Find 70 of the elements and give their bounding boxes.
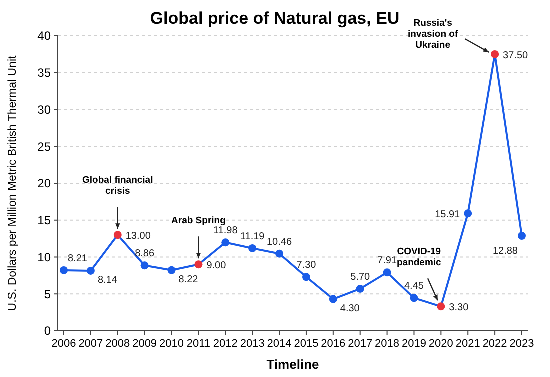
x-tick-label: 2010 bbox=[160, 338, 184, 350]
data-label: 8.21 bbox=[68, 253, 88, 264]
x-tick-label: 2009 bbox=[132, 338, 158, 350]
x-tick-label: 2018 bbox=[375, 338, 400, 350]
point bbox=[464, 210, 472, 218]
point bbox=[248, 244, 257, 252]
y-tick-label: 0 bbox=[44, 324, 52, 338]
data-label: 5.70 bbox=[350, 272, 371, 283]
point bbox=[410, 294, 418, 302]
y-tick-label: 20 bbox=[38, 176, 52, 191]
data-label: 11.98 bbox=[214, 226, 238, 237]
point bbox=[491, 50, 500, 58]
point bbox=[194, 260, 203, 269]
data-label: 7.30 bbox=[296, 260, 317, 272]
x-tick-label: 2020 bbox=[428, 338, 454, 350]
y-tick-label: 25 bbox=[38, 140, 52, 154]
point bbox=[140, 262, 149, 270]
y-tick-label: 30 bbox=[38, 102, 52, 117]
x-axis-title: Timeline bbox=[266, 357, 320, 372]
x-tick-label: 2023 bbox=[510, 338, 534, 350]
y-tick-label: 35 bbox=[38, 66, 52, 80]
data-label: 11.19 bbox=[240, 231, 266, 242]
point bbox=[302, 273, 310, 282]
point bbox=[114, 231, 122, 240]
y-tick-label: 10 bbox=[38, 250, 52, 264]
data-label: 10.46 bbox=[267, 236, 292, 248]
data-label: 12.88 bbox=[492, 246, 518, 258]
x-tick-label: 2008 bbox=[106, 338, 130, 350]
data-label: 3.30 bbox=[449, 302, 470, 314]
point bbox=[168, 266, 176, 274]
data-label: 8.86 bbox=[135, 248, 155, 260]
point bbox=[60, 266, 68, 274]
data-label: 4.30 bbox=[340, 303, 360, 314]
y-tick-label: 5 bbox=[44, 287, 52, 302]
x-tick-label: 2006 bbox=[52, 338, 76, 350]
data-label: 37.50 bbox=[503, 50, 529, 62]
data-label: 15.91 bbox=[435, 210, 461, 221]
data-label: 8.14 bbox=[98, 274, 118, 286]
annotation: Russia's invasion of Ukraine bbox=[408, 18, 459, 51]
point bbox=[222, 238, 230, 247]
point bbox=[329, 295, 338, 304]
annotation: Global financial crisis bbox=[82, 175, 154, 198]
x-tick-label: 2007 bbox=[78, 338, 104, 350]
x-tick-label: 2013 bbox=[240, 338, 265, 350]
point bbox=[437, 302, 446, 311]
x-tick-label: 2021 bbox=[456, 338, 480, 350]
point bbox=[86, 266, 95, 275]
data-label: 7.91 bbox=[378, 256, 398, 267]
point bbox=[383, 268, 392, 277]
annotation: COVID-19 pandemic bbox=[396, 246, 442, 269]
x-tick-label: 2016 bbox=[321, 338, 346, 350]
x-tick-label: 2011 bbox=[186, 338, 211, 350]
data-label: 13.00 bbox=[126, 231, 152, 242]
y-tick-label: 15 bbox=[38, 214, 52, 228]
x-tick-label: 2017 bbox=[348, 338, 373, 350]
data-label: 9.00 bbox=[206, 260, 227, 272]
y-axis-title: U.S. Dollars per Million Metric British Thermal Unit bbox=[7, 54, 19, 312]
x-tick-label: 2022 bbox=[482, 338, 508, 350]
data-label: 8.22 bbox=[178, 274, 199, 286]
chart-title: Global price of Natural gas, EU bbox=[150, 9, 400, 28]
annotation: Arab Spring bbox=[172, 216, 226, 227]
x-tick-label: 2019 bbox=[402, 338, 426, 350]
data-label: 4.45 bbox=[404, 281, 424, 292]
x-tick-label: 2015 bbox=[294, 338, 319, 350]
point bbox=[356, 284, 364, 293]
x-tick-label: 2012 bbox=[213, 338, 238, 350]
y-tick-label: 40 bbox=[38, 29, 52, 44]
x-tick-label: 2014 bbox=[267, 338, 292, 350]
point bbox=[518, 232, 526, 240]
point bbox=[276, 250, 284, 258]
